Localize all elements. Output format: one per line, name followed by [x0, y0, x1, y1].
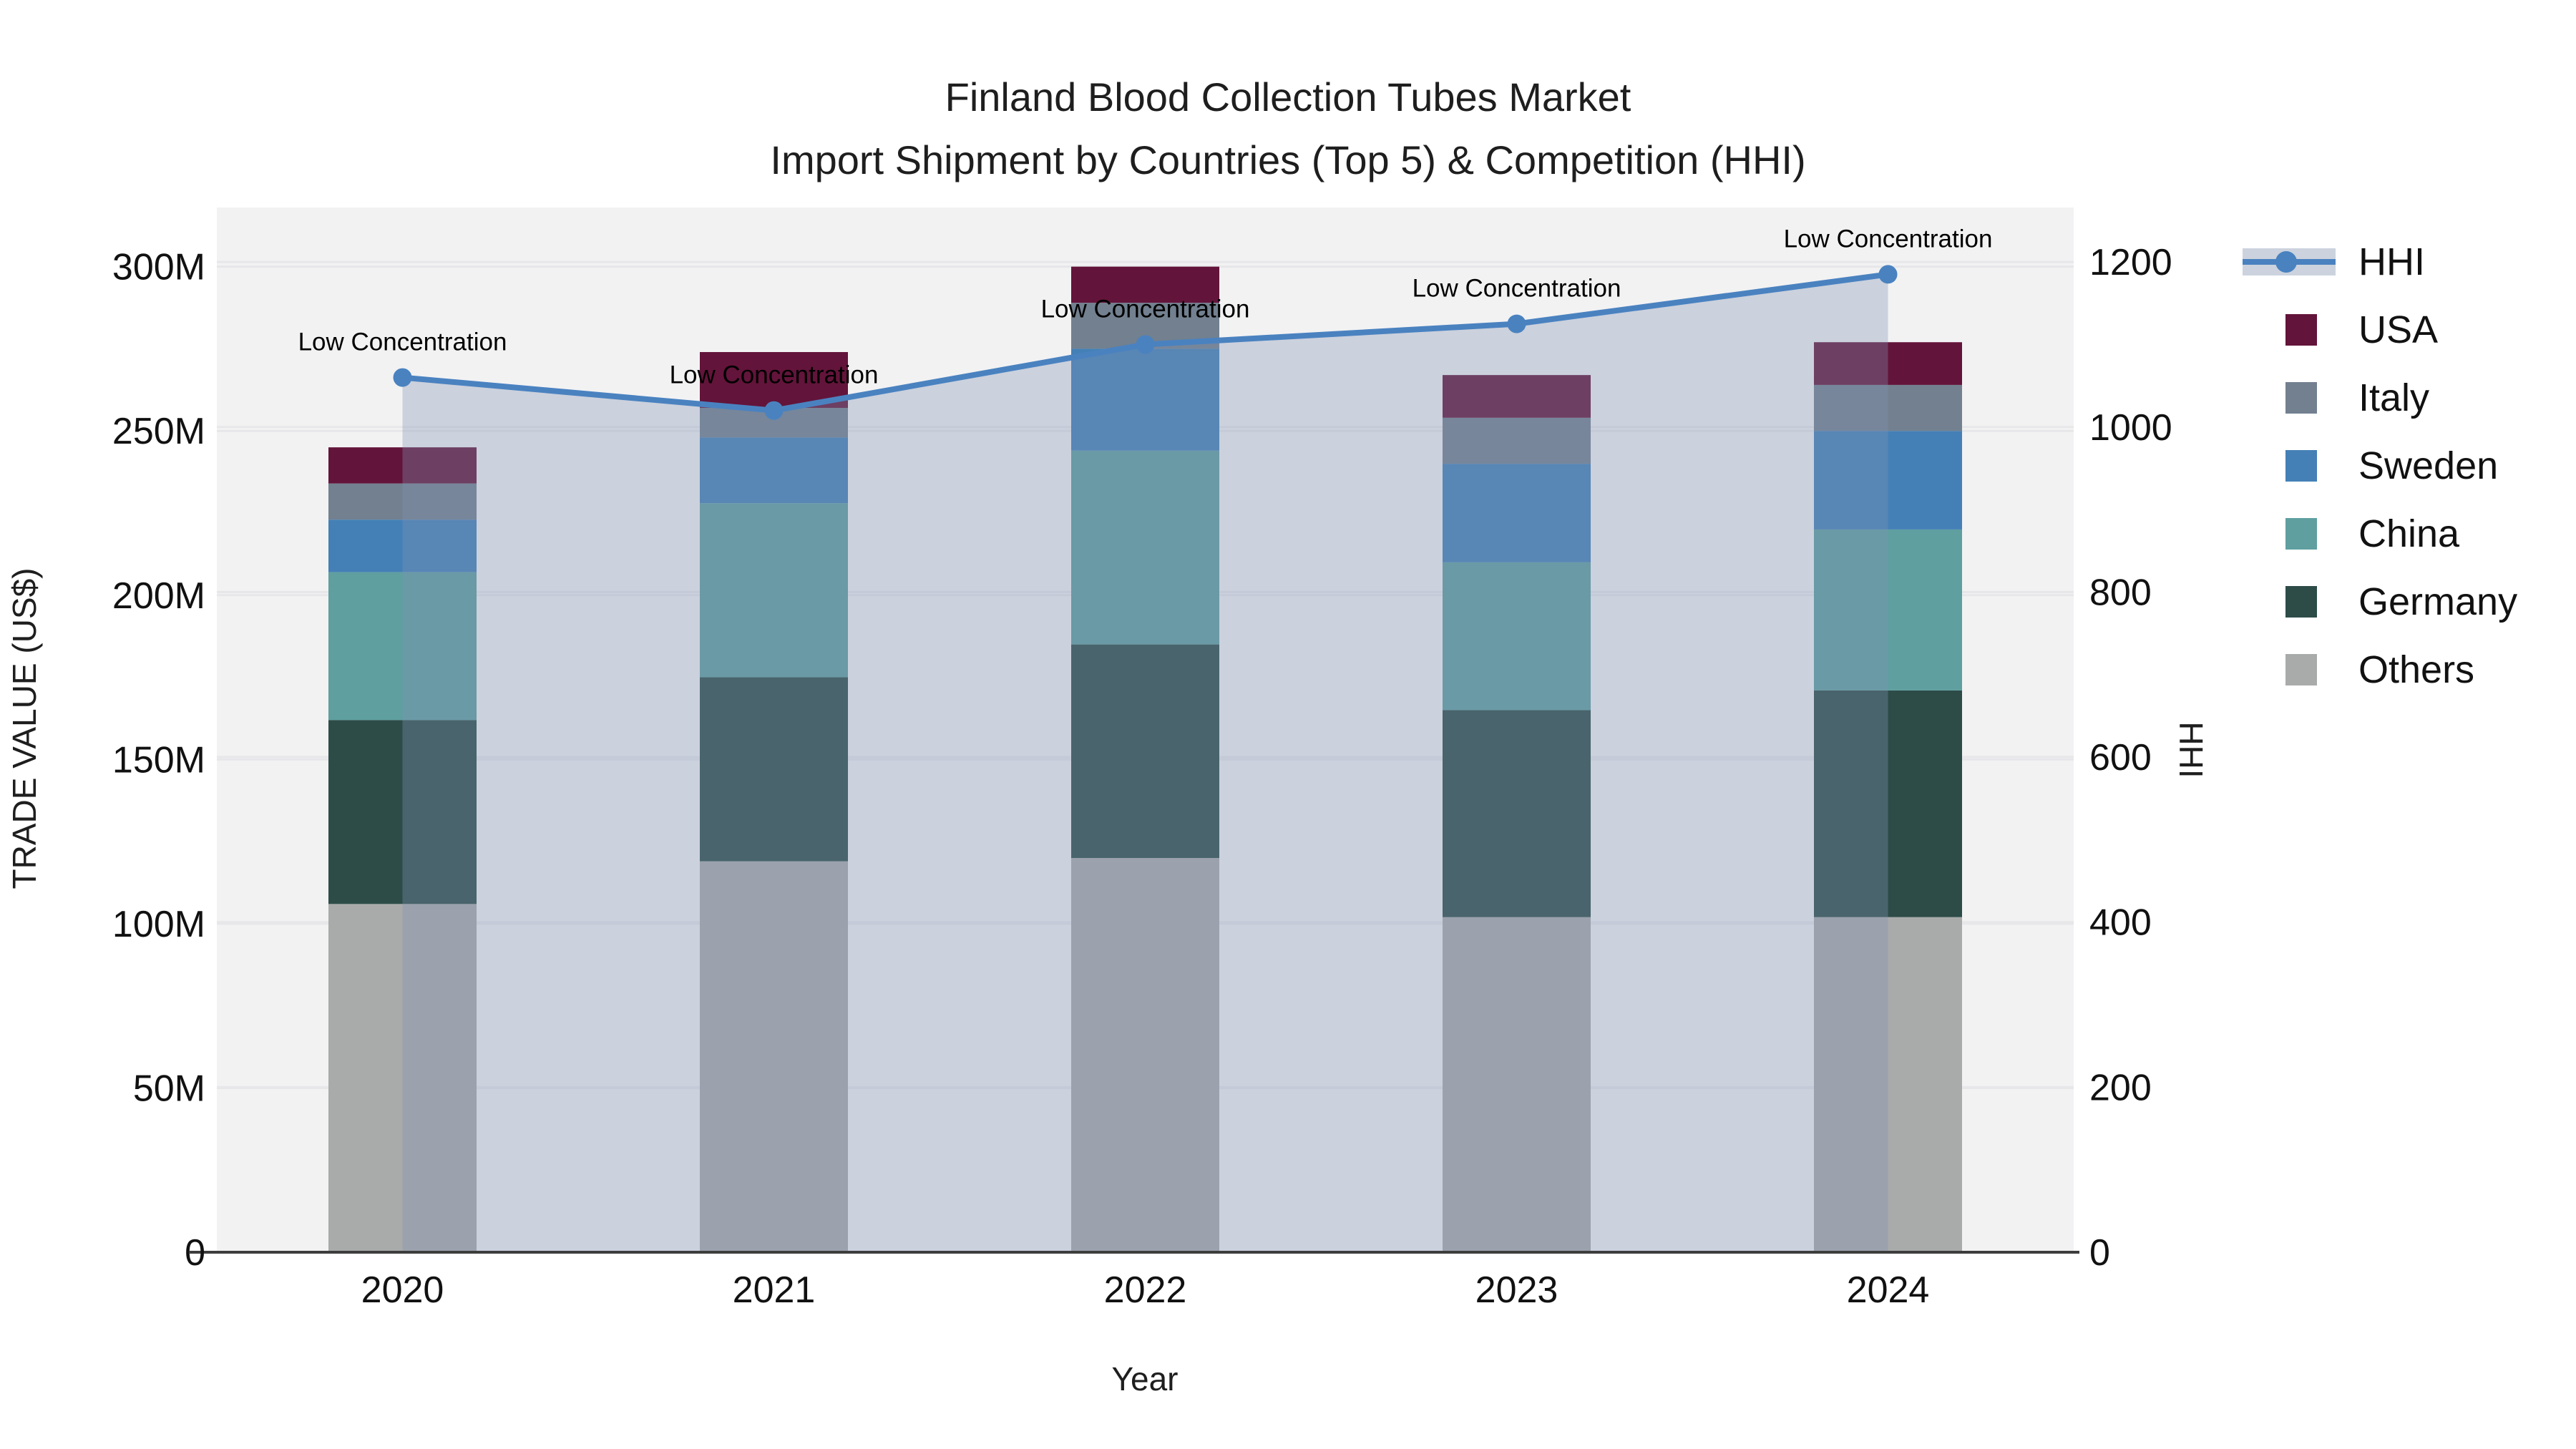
legend-swatch-icon: [2240, 653, 2354, 686]
legend-swatch-icon: [2240, 381, 2354, 414]
bar-2021-others[interactable]: [700, 861, 848, 1252]
y-tick-150M: 150M: [112, 739, 205, 781]
legend-item-hhi[interactable]: HHI: [2240, 228, 2576, 296]
hhi-area-swatch: [2243, 248, 2336, 275]
legend-item-sweden[interactable]: Sweden: [2240, 431, 2576, 499]
y-tick-50M: 50M: [133, 1068, 205, 1109]
y-tick-300M: 300M: [112, 247, 205, 288]
legend-item-china[interactable]: China: [2240, 499, 2576, 567]
bar-2024-germany[interactable]: [1814, 690, 1962, 917]
hhi-area-fill: [402, 274, 1888, 1252]
legend-label-usa: USA: [2358, 308, 2439, 351]
bar-2020-others[interactable]: [328, 904, 477, 1252]
bar-2021-sweden[interactable]: [700, 437, 848, 504]
y2-tick-1200: 1200: [2089, 242, 2172, 283]
legend: HHI USA Italy Sweden China Germany Others: [2240, 228, 2576, 703]
y2-tick-200: 200: [2089, 1067, 2152, 1108]
bar-2023-sweden[interactable]: [1443, 464, 1591, 562]
legend-swatch-china: [2285, 517, 2317, 550]
bar-2022-usa[interactable]: [1071, 266, 1219, 303]
hhi-marker-2024[interactable]: [1878, 265, 1898, 284]
legend-swatch-usa: [2285, 313, 2317, 346]
legend-label-hhi: HHI: [2358, 240, 2425, 283]
legend-label-italy: Italy: [2358, 376, 2430, 419]
hhi-marker-sample: [2275, 250, 2297, 273]
legend-item-usa[interactable]: USA: [2240, 296, 2576, 364]
bar-2023-usa[interactable]: [1443, 375, 1591, 418]
bar-2022-germany[interactable]: [1071, 644, 1219, 859]
y-tick-0: 0: [185, 1232, 205, 1274]
hhi-marker-2020[interactable]: [393, 368, 412, 387]
annotation-2021: Low Concentration: [670, 361, 879, 389]
legend-label-sweden: Sweden: [2358, 444, 2499, 487]
legend-swatch-others: [2285, 653, 2317, 686]
legend-label-others: Others: [2358, 648, 2475, 691]
x-tick-2022: 2022: [1104, 1269, 1187, 1311]
hhi-marker-2023[interactable]: [1507, 314, 1526, 333]
legend-swatch-germany: [2285, 585, 2317, 618]
y-tick-200M: 200M: [112, 575, 205, 617]
bar-2020-germany[interactable]: [328, 720, 477, 904]
bar-2021-china[interactable]: [700, 503, 848, 678]
y-axis-title: TRADE VALUE (US$): [6, 567, 43, 889]
y2-tick-400: 400: [2089, 902, 2152, 944]
hhi-marker-2022[interactable]: [1136, 335, 1155, 354]
legend-swatch-icon: [2240, 313, 2354, 346]
annotation-2022: Low Concentration: [1041, 295, 1250, 323]
bar-2023-others[interactable]: [1443, 917, 1591, 1252]
annotation-2023: Low Concentration: [1413, 275, 1621, 303]
y2-tick-800: 800: [2089, 572, 2152, 613]
bar-2024-usa[interactable]: [1814, 342, 1962, 385]
legend-item-others[interactable]: Others: [2240, 635, 2576, 703]
legend-swatch-icon: [2240, 585, 2354, 618]
y2-axis-title: HHI: [2172, 721, 2210, 779]
hhi-marker-2021[interactable]: [764, 401, 784, 420]
x-axis-title: Year: [1111, 1360, 1179, 1397]
bar-2020-italy[interactable]: [328, 483, 477, 520]
bar-2021-usa[interactable]: [700, 352, 848, 409]
bar-2023-italy[interactable]: [1443, 417, 1591, 464]
y2-tick-600: 600: [2089, 737, 2152, 779]
bar-2020-china[interactable]: [328, 572, 477, 721]
chart-title-line1: Finland Blood Collection Tubes Market: [945, 74, 1631, 119]
x-tick-2024: 2024: [1847, 1269, 1930, 1311]
bar-2024-sweden[interactable]: [1814, 431, 1962, 530]
bar-2022-china[interactable]: [1071, 450, 1219, 645]
x-tick-2021: 2021: [733, 1269, 816, 1311]
bar-2022-others[interactable]: [1071, 858, 1219, 1252]
bar-2023-germany[interactable]: [1443, 710, 1591, 917]
legend-swatch-italy: [2285, 381, 2317, 414]
legend-swatch-sweden: [2285, 449, 2317, 482]
x-tick-2020: 2020: [361, 1269, 444, 1311]
hhi-line-swatch-icon: [2240, 248, 2354, 275]
annotation-2024: Low Concentration: [1784, 225, 1993, 253]
bar-2024-italy[interactable]: [1814, 384, 1962, 431]
bar-2024-china[interactable]: [1814, 529, 1962, 691]
y-tick-100M: 100M: [112, 904, 205, 945]
x-tick-2023: 2023: [1475, 1269, 1558, 1311]
y-tick-250M: 250M: [112, 411, 205, 452]
bar-2022-sweden[interactable]: [1071, 348, 1219, 451]
legend-swatch-icon: [2240, 517, 2354, 550]
legend-label-germany: Germany: [2358, 580, 2518, 623]
bar-2024-others[interactable]: [1814, 917, 1962, 1252]
bar-2021-germany[interactable]: [700, 677, 848, 862]
bar-2023-china[interactable]: [1443, 562, 1591, 711]
y2-tick-1000: 1000: [2089, 407, 2172, 449]
legend-label-china: China: [2358, 512, 2460, 555]
chart-title-line2: Import Shipment by Countries (Top 5) & C…: [770, 137, 1806, 182]
y2-tick-0: 0: [2089, 1232, 2110, 1274]
chart-title: Finland Blood Collection Tubes Market Im…: [0, 66, 2576, 192]
legend-swatch-icon: [2240, 449, 2354, 482]
legend-item-germany[interactable]: Germany: [2240, 567, 2576, 635]
legend-item-italy[interactable]: Italy: [2240, 364, 2576, 431]
bar-2020-usa[interactable]: [328, 447, 477, 484]
bar-2020-sweden[interactable]: [328, 519, 477, 572]
annotation-2020: Low Concentration: [298, 328, 507, 356]
